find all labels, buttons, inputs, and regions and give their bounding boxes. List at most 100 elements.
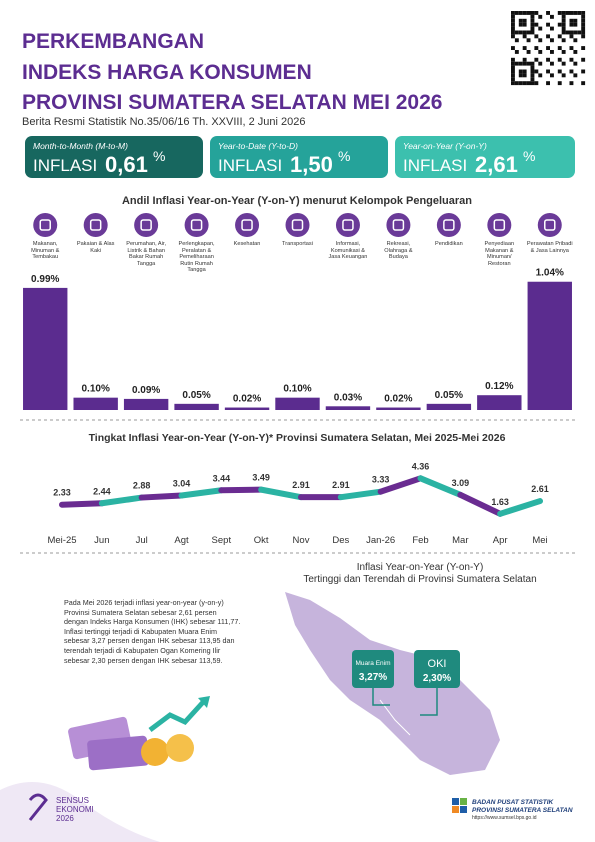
- qr-cell: [538, 61, 543, 66]
- qr-cell: [561, 26, 566, 31]
- callout-box: [414, 650, 460, 688]
- value-label: 3.44: [213, 473, 231, 483]
- card-label: Year-on-Year (Y-on-Y): [403, 141, 487, 151]
- category-icon: [487, 213, 512, 237]
- value-label: 1.63: [491, 497, 509, 507]
- subtitle: Berita Resmi Statistik No.35/06/16 Th. X…: [22, 116, 306, 128]
- qr-cell: [526, 50, 531, 54]
- qr-cell: [530, 18, 535, 23]
- category-icon-glyph: [140, 219, 152, 231]
- qr-cell: [518, 22, 523, 27]
- x-tick-label: Mei: [532, 535, 547, 546]
- qr-cell: [534, 11, 539, 15]
- card-word: INFLASI: [33, 156, 97, 175]
- value-label: 0.09%: [132, 385, 160, 396]
- category-label: Pakaian & Alas Kaki: [76, 241, 115, 254]
- line-segment: [377, 475, 424, 495]
- qr-cell: [565, 11, 570, 15]
- card: [25, 136, 203, 178]
- bps-text: PROVINSI SUMATERA SELATAN: [472, 807, 573, 814]
- qr-cell: [530, 14, 535, 19]
- qr-cell: [573, 30, 578, 35]
- map-river: [379, 699, 411, 736]
- qr-cell: [561, 50, 566, 54]
- qr-cell: [522, 30, 527, 35]
- qr-cell: [514, 30, 519, 35]
- bar-chart-title: Andil Inflasi Year-on-Year (Y-on-Y) menu…: [122, 195, 472, 207]
- bar: [477, 395, 522, 410]
- qr-cell: [561, 22, 566, 27]
- category-icon-glyph: [493, 219, 506, 231]
- map-title: Tertinggi dan Terendah di Provinsi Sumat…: [303, 574, 536, 585]
- qr-cell: [522, 34, 527, 39]
- qr-cell: [569, 69, 574, 74]
- qr-cell: [526, 30, 531, 35]
- category-icon: [335, 213, 360, 237]
- bar: [73, 397, 118, 410]
- qr-cell: [530, 22, 535, 27]
- card-value: 0,61: [105, 152, 148, 177]
- qr-cell: [581, 57, 586, 62]
- qr-cell: [530, 69, 535, 74]
- qr-cell: [522, 57, 527, 62]
- category-icon: [285, 213, 310, 237]
- qr-cell: [534, 69, 539, 74]
- card-label: Year-to-Date (Y-to-D): [218, 141, 298, 151]
- x-tick-label: Agt: [174, 535, 189, 546]
- qr-cell: [577, 11, 582, 15]
- line-segment: [417, 475, 464, 498]
- sensus-text: EKONOMI: [56, 805, 94, 814]
- qr-cell: [526, 11, 531, 15]
- qr-cell: [511, 61, 515, 66]
- card-unit: %: [523, 148, 535, 164]
- card-label: Month-to-Month (M-to-M): [33, 141, 128, 151]
- qr-cell: [511, 65, 515, 70]
- category-icon-glyph: [392, 219, 405, 231]
- summary-paragraph: Pada Mei 2026 terjadi inflasi year-on-ye…: [64, 598, 241, 665]
- callout-box: [352, 650, 394, 688]
- bar: [426, 403, 472, 410]
- qr-cell: [530, 81, 535, 86]
- qr-cell: [530, 61, 535, 66]
- qr-cell: [511, 69, 515, 74]
- qr-cell: [581, 26, 586, 31]
- value-label: 2.44: [93, 486, 111, 496]
- value-label: 0.05%: [182, 390, 210, 401]
- sensus-text: SENSUS: [56, 796, 89, 805]
- qr-cell: [581, 81, 586, 86]
- qr-cell: [511, 34, 515, 39]
- callout-value: 3,27%: [359, 672, 387, 683]
- bps-logo: [452, 798, 467, 813]
- value-label: 0.03%: [334, 392, 362, 403]
- qr-cell: [522, 46, 527, 50]
- bps-text: BADAN PUSAT STATISTIK: [472, 799, 555, 806]
- category-icon-glyph: [89, 219, 102, 231]
- footer-wave: [0, 782, 160, 842]
- qr-cell: [557, 57, 562, 62]
- qr-cell: [538, 50, 543, 54]
- qr-cell: [511, 77, 515, 82]
- qr-cell: [511, 57, 515, 62]
- qr-cell: [573, 61, 578, 66]
- category-icon-glyph: [190, 219, 203, 231]
- qr-cell: [526, 38, 531, 43]
- value-label: 0.10%: [82, 384, 110, 395]
- qr-cell: [569, 30, 574, 35]
- qr-cell: [522, 69, 527, 74]
- qr-cell: [569, 34, 574, 39]
- qr-cell: [518, 73, 523, 78]
- qr-cell: [550, 26, 554, 31]
- qr-code: [510, 10, 586, 86]
- x-tick-label: Jan-26: [366, 535, 395, 546]
- value-label: 3.49: [252, 473, 270, 483]
- category-icon: [386, 213, 411, 237]
- x-tick-label: Apr: [493, 535, 508, 546]
- category-icon-glyph: [291, 219, 304, 231]
- qr-cell: [522, 73, 527, 78]
- value-label: 0.99%: [31, 274, 59, 285]
- line-segment: [497, 498, 543, 517]
- qr-cell: [522, 18, 527, 23]
- qr-cell: [581, 14, 586, 19]
- qr-cell: [538, 73, 543, 78]
- qr-cell: [538, 38, 543, 43]
